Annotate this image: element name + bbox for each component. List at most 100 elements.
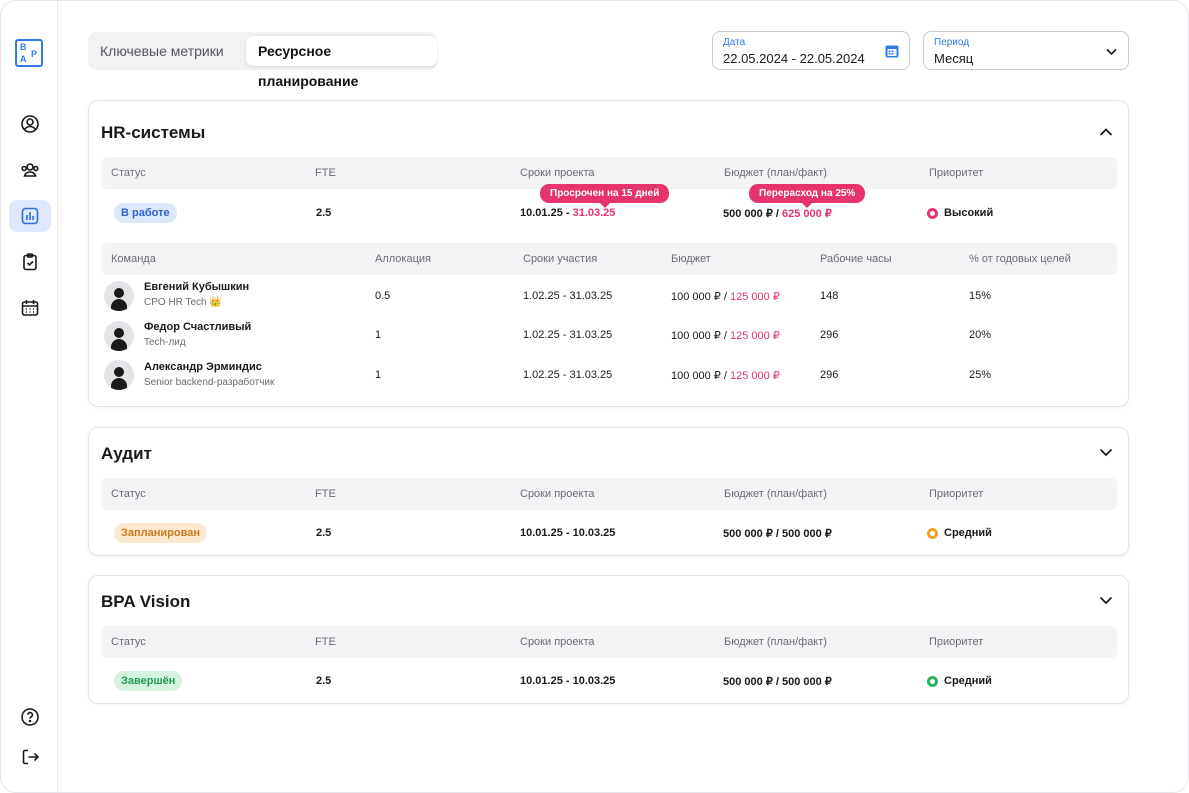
header-hours: Рабочие часы: [820, 253, 892, 265]
date-range-field[interactable]: Дата 22.05.2024 - 22.05.2024: [712, 31, 910, 70]
date-label: Дата: [723, 37, 746, 48]
logo-letter-p: P: [31, 49, 38, 59]
member-budget: 100 000 ₽ / 125 000 ₽: [671, 329, 780, 342]
member-budget-plan: 100 000 ₽ /: [671, 291, 730, 303]
calendar-icon: [21, 300, 39, 316]
period-select[interactable]: Период Месяц: [923, 31, 1129, 70]
header-team: Команда: [111, 253, 156, 265]
priority-high-icon: [927, 208, 938, 219]
member-dates: 1.02.25 - 31.03.25: [523, 369, 613, 381]
member-budget-plan: 100 000 ₽ /: [671, 370, 730, 382]
sidebar-item-resources[interactable]: [9, 200, 51, 232]
budget-fact: 625 000 ₽: [782, 208, 832, 220]
sidebar-item-calendar[interactable]: [9, 292, 51, 324]
status-badge: Запланирован: [114, 523, 207, 543]
header-priority: Приоритет: [929, 167, 984, 179]
header-participation: Сроки участия: [523, 253, 598, 265]
header-dates: Сроки проекта: [520, 636, 595, 648]
priority-value: Средний: [944, 675, 992, 687]
sidebar-item-tasks[interactable]: [9, 246, 51, 278]
header-budget: Бюджет (план/факт): [724, 167, 827, 179]
member-hours: 296: [820, 329, 839, 341]
member-allocation: 1: [375, 329, 382, 341]
member-goal: 20%: [969, 329, 992, 341]
member-goal: 25%: [969, 369, 992, 381]
member-budget: 100 000 ₽ / 125 000 ₽: [671, 290, 780, 303]
header-fte: FTE: [315, 488, 336, 500]
view-tabs: Ключевые метрики Ресурсное планирование: [88, 32, 437, 89]
member-allocation: 0.5: [375, 290, 391, 302]
member-role: Tech-лид: [144, 337, 186, 348]
chevron-down-icon[interactable]: [1098, 444, 1114, 460]
chart-bars-icon: [21, 207, 39, 225]
header-budget: Бюджет (план/факт): [724, 636, 827, 648]
fte-value: 2.5: [316, 675, 332, 687]
project-budget: 500 000 ₽ / 500 000 ₽: [723, 676, 832, 688]
project-card-hr: HR-системы Статус FTE Сроки проекта Бюдж…: [88, 100, 1129, 407]
sidebar: B P A: [1, 1, 58, 792]
status-badge: Завершён: [114, 671, 183, 691]
logout-icon: [22, 749, 40, 765]
member-role: Senior backend-разработчик: [144, 377, 275, 388]
member-dates: 1.02.25 - 31.03.25: [523, 329, 613, 341]
period-value: Месяц: [934, 51, 974, 66]
member-name: Федор Счастливый: [144, 321, 252, 333]
project-title: Аудит: [101, 444, 152, 463]
fte-value: 2.5: [316, 207, 332, 219]
header-status: Статус: [111, 488, 146, 500]
status-badge: В работе: [114, 203, 177, 223]
header-budget: Бюджет (план/факт): [724, 488, 827, 500]
crown-icon: 👑: [209, 297, 222, 308]
header-dates: Сроки проекта: [520, 488, 595, 500]
header-status: Статус: [111, 167, 146, 179]
member-role: CPO HR Tech 👑: [144, 297, 222, 308]
calendar-icon[interactable]: [885, 44, 899, 58]
sidebar-logout[interactable]: [9, 741, 51, 773]
chevron-up-icon[interactable]: [1098, 124, 1114, 140]
header-fte: FTE: [315, 636, 336, 648]
header-status: Статус: [111, 636, 146, 648]
dates-fact: 31.03.25: [572, 207, 616, 219]
project-header-row: Статус FTE Сроки проекта Бюджет (план/фа…: [101, 157, 1117, 189]
user-circle-icon: [21, 115, 39, 133]
project-budget: 500 000 ₽ / 625 000 ₽: [723, 207, 832, 220]
avatar: [104, 281, 134, 311]
project-title: HR-системы: [101, 123, 206, 142]
member-goal: 15%: [969, 290, 992, 302]
project-header-row: Статус FTE Сроки проекта Бюджет (план/фа…: [101, 478, 1117, 510]
priority-medium-icon: [927, 676, 938, 687]
help-icon: [21, 708, 39, 726]
sidebar-help[interactable]: [9, 701, 51, 733]
member-role-text: CPO HR Tech: [144, 297, 207, 308]
avatar: [104, 360, 134, 390]
chevron-down-icon[interactable]: [1098, 592, 1114, 608]
budget-plan: 500 000 ₽ /: [723, 208, 782, 220]
app-logo[interactable]: B P A: [15, 39, 43, 67]
member-hours: 148: [820, 290, 839, 302]
sidebar-item-profile[interactable]: [9, 108, 51, 140]
header-priority: Приоритет: [929, 636, 984, 648]
sidebar-item-team[interactable]: [9, 154, 51, 186]
member-budget-fact: 125 000 ₽: [730, 370, 780, 382]
avatar: [104, 321, 134, 351]
header-goals: % от годовых целей: [969, 253, 1071, 265]
member-allocation: 1: [375, 369, 382, 381]
project-dates: 10.01.25 - 10.03.25: [520, 527, 616, 539]
date-value: 22.05.2024 - 22.05.2024: [723, 51, 865, 66]
member-name: Евгений Кубышкин: [144, 281, 250, 293]
logo-letter-a: A: [20, 54, 27, 64]
member-budget-fact: 125 000 ₽: [730, 330, 780, 342]
project-dates: 10.01.25 - 31.03.25: [520, 207, 615, 219]
tab-resource-planning[interactable]: Ресурсное планирование: [246, 36, 437, 89]
chevron-down-icon: [1106, 48, 1117, 56]
fte-value: 2.5: [316, 527, 332, 539]
priority-value: Высокий: [944, 207, 994, 219]
header-fte: FTE: [315, 167, 336, 179]
tab-key-metrics[interactable]: Ключевые метрики: [100, 43, 224, 59]
project-title: BPA Vision: [101, 592, 191, 611]
member-budget-fact: 125 000 ₽: [730, 291, 780, 303]
member-name: Александр Эрминдис: [144, 361, 262, 373]
overdue-tooltip: Просрочен на 15 дней: [540, 184, 670, 208]
overspend-tooltip: Перерасход на 25%: [749, 184, 866, 208]
